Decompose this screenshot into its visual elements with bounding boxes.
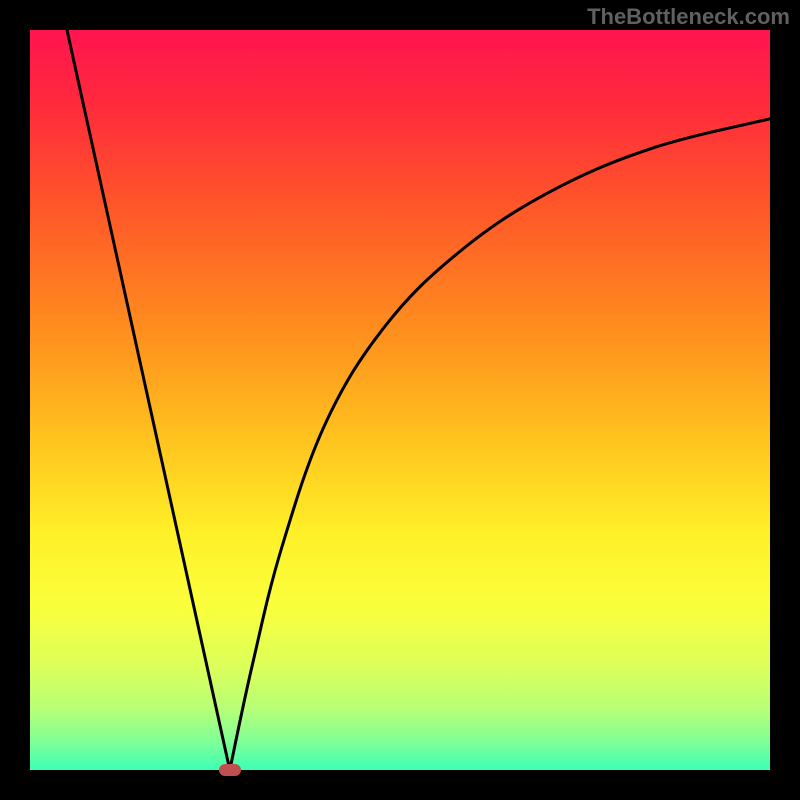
bottleneck-curve — [30, 30, 770, 770]
chart-container: TheBottleneck.com — [0, 0, 800, 800]
watermark-text: TheBottleneck.com — [587, 4, 790, 30]
plot-area — [30, 30, 770, 770]
minimum-marker — [219, 764, 241, 776]
